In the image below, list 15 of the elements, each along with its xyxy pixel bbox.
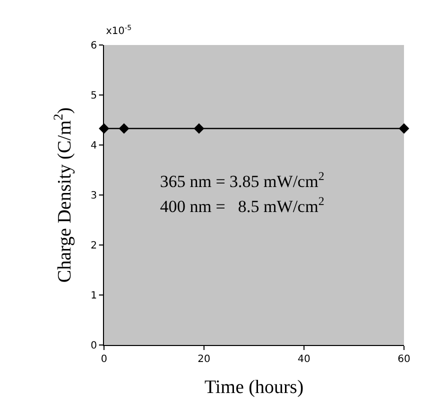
x-tick-label: 40 xyxy=(298,354,310,365)
y-tick-label: 5 xyxy=(90,90,97,102)
annotation: 400 nm = 8.5 mW/cm$^{2}$ xyxy=(160,194,324,216)
y-tick-label: 6 xyxy=(90,40,97,52)
y-tick-label: 2 xyxy=(90,240,97,252)
y-tick-label: 4 xyxy=(90,140,97,152)
annotation: 365 nm = 3.85 mW/cm$^{2}$ xyxy=(160,169,324,192)
y-tick-label: 3 xyxy=(90,190,97,202)
text: x10$^{-5}$ xyxy=(106,24,132,38)
x-tick-label: 60 xyxy=(398,354,410,365)
x-tick-label: 0 xyxy=(100,354,108,365)
y-tick-label: 1 xyxy=(90,290,97,302)
x-tick-label: 20 xyxy=(198,354,210,365)
y-tick-label: 0 xyxy=(90,340,97,352)
x-axis-title: Time (hours) xyxy=(204,376,304,398)
